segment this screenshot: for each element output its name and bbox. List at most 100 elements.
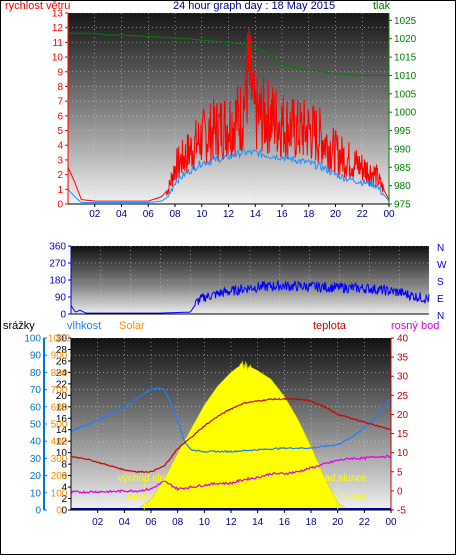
left-tick-label: 4 — [57, 141, 63, 152]
x-tick-label: 14 — [252, 517, 264, 528]
x-tick-label: 02 — [89, 209, 101, 220]
x-tick-label: 00 — [383, 209, 395, 220]
temperature-label: teplota — [313, 320, 347, 332]
x-tick-label: 18 — [305, 517, 317, 528]
temp-tick-label: 0 — [397, 486, 403, 497]
rain-tick-label: 4 — [61, 483, 67, 494]
left-tick-label: 8 — [57, 82, 63, 93]
rain-tick-label: 12 — [56, 437, 68, 448]
right-tick-label: 980 — [394, 181, 411, 192]
left-tick-label: 13 — [52, 9, 64, 20]
left-tick-label: 9 — [57, 67, 63, 78]
x-tick-label: 04 — [116, 209, 128, 220]
rain-tick-label: 20 — [56, 391, 68, 402]
humidity-tick-label: 50 — [30, 420, 42, 431]
temp-tick-label: 30 — [397, 372, 409, 383]
right-tick-label: 975 — [394, 200, 411, 211]
humidity-tick-label: 80 — [30, 368, 42, 379]
humidity-tick-label: 0 — [35, 506, 41, 517]
solar-tick-label: 800 — [51, 368, 68, 379]
temp-tick-label: 25 — [397, 391, 409, 402]
right-tick-label: 1005 — [394, 89, 417, 100]
x-tick-label: 08 — [169, 209, 181, 220]
rain-tick-label: 26 — [56, 356, 68, 367]
annotation-label: východ slun — [118, 473, 171, 484]
x-tick-label: 02 — [92, 517, 104, 528]
right-tick-label: 985 — [394, 163, 411, 174]
temp-tick-label: 35 — [397, 353, 409, 364]
temp-tick-label: 40 — [397, 334, 409, 345]
x-tick-label: 14 — [250, 209, 262, 220]
humidity-tick-label: 10 — [30, 488, 42, 499]
solar-tick-label: 400 — [51, 437, 68, 448]
humidity-tick-label: 60 — [30, 402, 42, 413]
left-tick-label: 10 — [52, 53, 64, 64]
left-tick-label: 11 — [53, 38, 64, 49]
solar-tick-label: 600 — [51, 402, 68, 413]
pressure-label: tlak — [373, 0, 391, 12]
compass-label: S — [437, 277, 444, 288]
x-tick-label: 06 — [143, 209, 155, 220]
left-tick-label: 6 — [57, 111, 63, 122]
left-tick-label: 270 — [49, 259, 66, 270]
plot-background — [68, 13, 389, 204]
x-tick-label: 04 — [119, 517, 131, 528]
wind-pressure-chart: 0123456789101112139759809859909951000100… — [52, 9, 417, 221]
rain-tick-label: 10 — [56, 448, 68, 459]
graph-title: 24 hour graph day : 18 May 2015 — [173, 0, 336, 12]
dew-point-label: rosný bod — [391, 320, 440, 332]
rain-tick-label: 6 — [61, 471, 67, 482]
x-tick-label: 16 — [276, 209, 288, 220]
right-tick-label: 1025 — [394, 16, 417, 27]
solar-tick-label: 200 — [51, 471, 68, 482]
solar-tick-label: 0 — [56, 506, 62, 517]
pressure-line — [68, 32, 389, 76]
left-tick-label: 180 — [49, 276, 66, 287]
rain-tick-label: 0 — [61, 506, 67, 517]
x-tick-label: 12 — [225, 517, 237, 528]
temp-tick-label: 15 — [397, 429, 409, 440]
left-tick-label: 5 — [57, 126, 63, 137]
compass-label: W — [437, 260, 447, 271]
rain-tick-label: 2 — [61, 494, 67, 505]
humidity-label: vlhkost — [67, 320, 102, 332]
solar-tick-label: 700 — [51, 385, 68, 396]
temperature-line — [71, 397, 392, 473]
left-tick-label: 12 — [52, 23, 64, 34]
wind-direction-line — [70, 279, 430, 314]
compass-label: E — [437, 294, 444, 305]
solar-tick-label: 500 — [51, 420, 68, 431]
x-tick-label: 08 — [172, 517, 184, 528]
x-tick-label: 16 — [279, 517, 291, 528]
left-tick-label: 3 — [57, 155, 63, 166]
left-tick-label: 2 — [57, 170, 63, 181]
temp-tick-label: 20 — [397, 410, 409, 421]
temp-tick-label: 10 — [397, 448, 409, 459]
right-tick-label: 1000 — [394, 108, 417, 119]
humidity-tick-label: 30 — [30, 454, 42, 465]
wind-average-line — [67, 148, 390, 203]
humidity-tick-label: 90 — [30, 351, 42, 362]
temp-tick-label: -5 — [397, 506, 406, 517]
x-tick-label: 10 — [196, 209, 208, 220]
right-tick-label: 995 — [394, 126, 411, 137]
temp-tick-label: 5 — [397, 467, 403, 478]
humidity-tick-label: 70 — [30, 385, 42, 396]
rain-tick-label: 24 — [56, 368, 68, 379]
right-tick-label: 1015 — [394, 53, 417, 64]
x-tick-label: 10 — [199, 517, 211, 528]
rain-tick-label: 14 — [56, 425, 68, 436]
solar-tick-label: 100 — [51, 488, 68, 499]
humidity-tick-label: 20 — [30, 471, 42, 482]
x-tick-label: 00 — [385, 517, 397, 528]
compass-label: N — [437, 311, 444, 321]
x-tick-label: 20 — [330, 209, 342, 220]
rain-label: srážky — [3, 320, 35, 332]
x-tick-label: 20 — [332, 517, 344, 528]
rain-tick-label: 16 — [56, 414, 68, 425]
humidity-line — [70, 386, 392, 454]
annotation-label: Moon Set — [323, 492, 366, 503]
rain-tick-label: 18 — [56, 402, 68, 413]
